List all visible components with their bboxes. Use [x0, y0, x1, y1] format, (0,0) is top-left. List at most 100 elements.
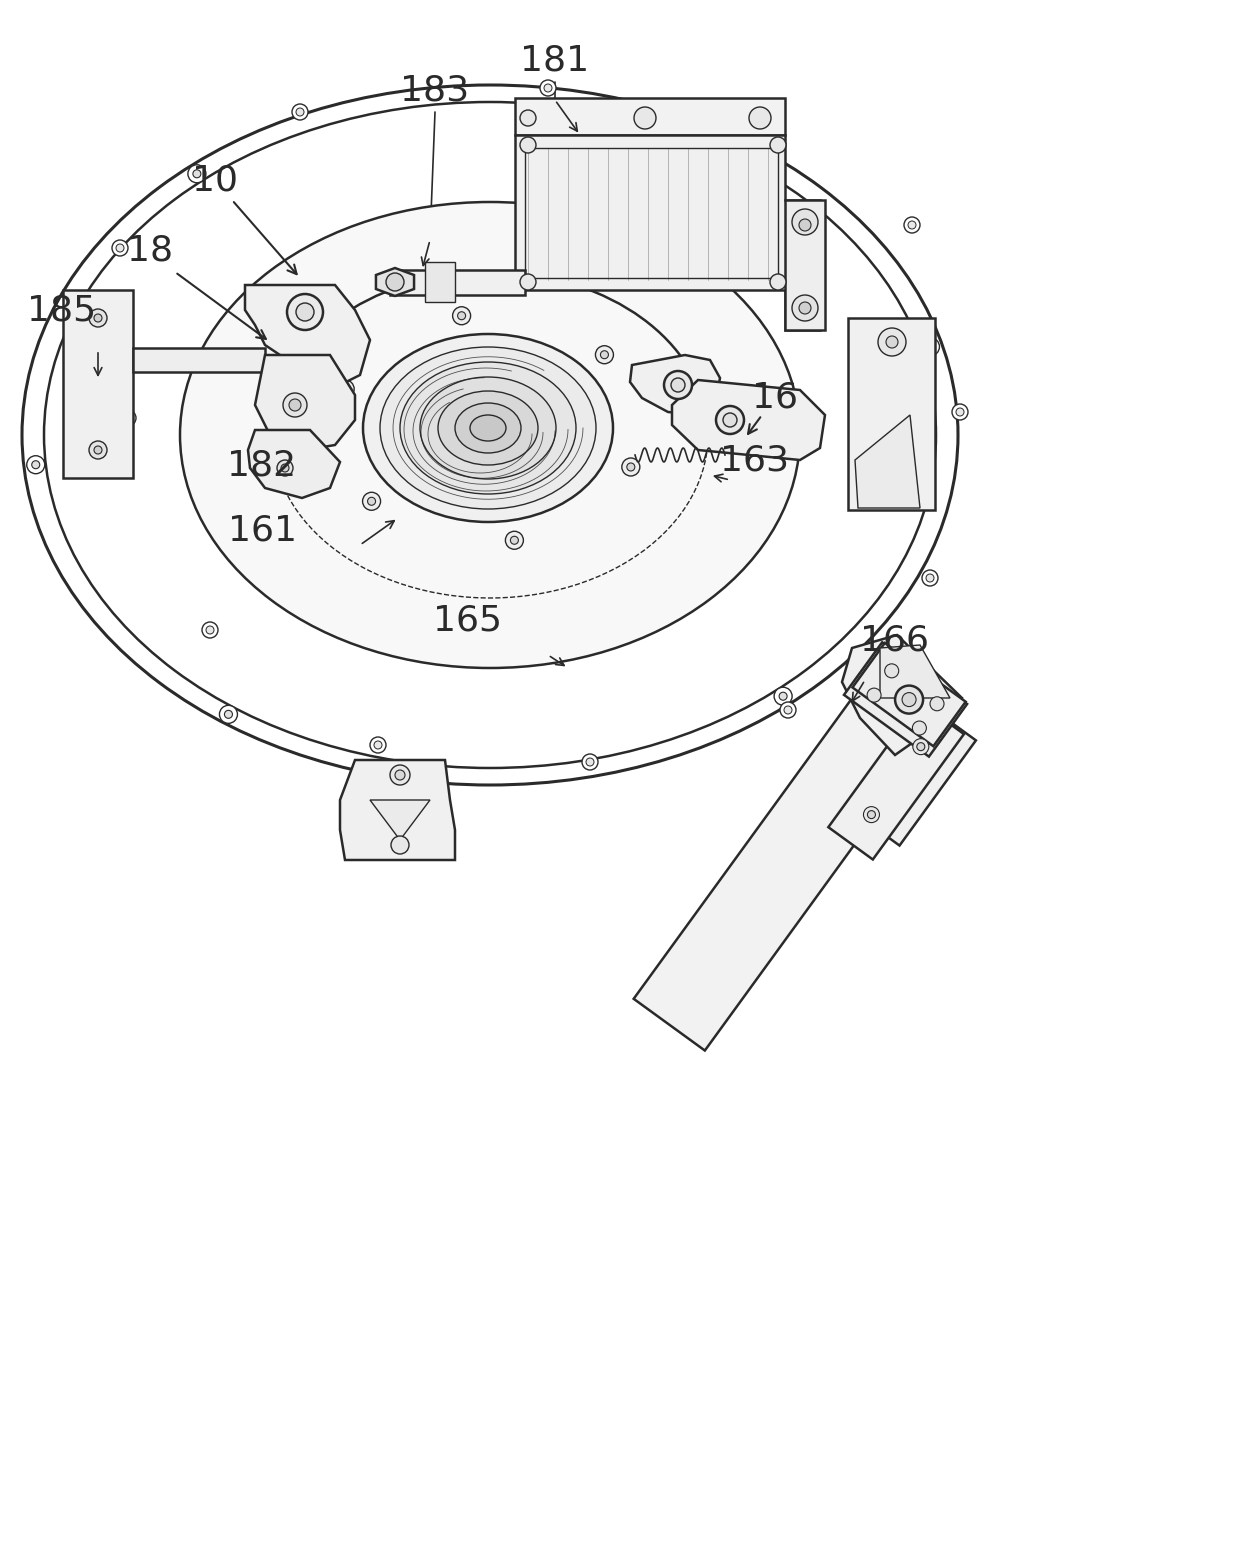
- Text: 166: 166: [861, 624, 930, 657]
- Circle shape: [863, 807, 879, 823]
- Circle shape: [367, 497, 376, 505]
- Ellipse shape: [43, 102, 936, 768]
- Text: 165: 165: [434, 603, 502, 638]
- Circle shape: [884, 664, 899, 679]
- Circle shape: [32, 461, 40, 469]
- Circle shape: [362, 492, 381, 511]
- Circle shape: [926, 343, 935, 351]
- Circle shape: [511, 536, 518, 544]
- Circle shape: [671, 378, 684, 392]
- Circle shape: [799, 302, 811, 313]
- Circle shape: [117, 244, 124, 252]
- Polygon shape: [844, 642, 967, 757]
- Circle shape: [952, 404, 968, 420]
- Circle shape: [370, 736, 386, 754]
- Text: 18: 18: [126, 233, 174, 266]
- Circle shape: [112, 240, 128, 255]
- Circle shape: [663, 371, 692, 400]
- Circle shape: [673, 118, 692, 135]
- Circle shape: [506, 531, 523, 550]
- Circle shape: [219, 705, 237, 724]
- Circle shape: [867, 688, 882, 702]
- Circle shape: [678, 122, 687, 130]
- Circle shape: [904, 216, 920, 233]
- Circle shape: [202, 622, 218, 638]
- Ellipse shape: [455, 403, 521, 453]
- Circle shape: [878, 328, 906, 356]
- Circle shape: [341, 385, 350, 393]
- Circle shape: [281, 464, 289, 472]
- Text: 163: 163: [720, 443, 790, 476]
- Polygon shape: [880, 646, 950, 697]
- Circle shape: [120, 411, 136, 426]
- Text: 10: 10: [192, 163, 238, 197]
- Text: 182: 182: [227, 448, 296, 483]
- Circle shape: [779, 693, 787, 700]
- Circle shape: [374, 741, 382, 749]
- Circle shape: [926, 574, 934, 581]
- Circle shape: [768, 111, 782, 128]
- Circle shape: [336, 381, 355, 398]
- Circle shape: [520, 110, 536, 125]
- Circle shape: [784, 707, 792, 715]
- Ellipse shape: [438, 392, 538, 465]
- Circle shape: [908, 221, 916, 229]
- Polygon shape: [515, 135, 820, 331]
- Circle shape: [780, 702, 796, 718]
- Circle shape: [770, 136, 786, 154]
- Circle shape: [774, 688, 792, 705]
- Circle shape: [621, 458, 640, 476]
- Circle shape: [94, 447, 102, 454]
- Polygon shape: [376, 268, 414, 296]
- Text: 181: 181: [521, 42, 589, 77]
- Circle shape: [627, 462, 635, 472]
- Circle shape: [770, 274, 786, 290]
- Ellipse shape: [180, 202, 800, 668]
- Circle shape: [901, 693, 916, 707]
- Polygon shape: [63, 290, 133, 478]
- Circle shape: [206, 625, 215, 635]
- Ellipse shape: [401, 362, 577, 494]
- Circle shape: [283, 393, 308, 417]
- Circle shape: [124, 414, 131, 422]
- Circle shape: [600, 351, 609, 359]
- Circle shape: [520, 136, 536, 154]
- Circle shape: [587, 758, 594, 766]
- Polygon shape: [248, 429, 340, 498]
- Circle shape: [539, 80, 556, 96]
- Text: 183: 183: [401, 74, 470, 107]
- Text: 161: 161: [227, 512, 296, 547]
- Polygon shape: [848, 318, 935, 509]
- Polygon shape: [255, 356, 355, 450]
- Polygon shape: [391, 270, 525, 295]
- Ellipse shape: [22, 85, 959, 785]
- Circle shape: [89, 440, 107, 459]
- Circle shape: [723, 414, 737, 426]
- Circle shape: [386, 273, 404, 291]
- Circle shape: [27, 456, 45, 473]
- Polygon shape: [246, 285, 370, 385]
- Text: 185: 185: [27, 293, 97, 328]
- Circle shape: [895, 686, 923, 713]
- Circle shape: [956, 407, 963, 415]
- Circle shape: [277, 461, 293, 476]
- Circle shape: [930, 697, 944, 711]
- Circle shape: [792, 208, 818, 235]
- Polygon shape: [515, 99, 785, 135]
- Circle shape: [771, 116, 779, 124]
- Polygon shape: [842, 635, 962, 755]
- Circle shape: [188, 165, 206, 183]
- Circle shape: [286, 295, 322, 331]
- Polygon shape: [847, 702, 976, 846]
- Polygon shape: [785, 201, 825, 331]
- Circle shape: [715, 406, 744, 434]
- Circle shape: [921, 338, 940, 356]
- Circle shape: [296, 108, 304, 116]
- Circle shape: [544, 85, 552, 92]
- Circle shape: [913, 721, 926, 735]
- Circle shape: [582, 754, 598, 769]
- Circle shape: [923, 570, 937, 586]
- Polygon shape: [852, 642, 966, 746]
- Circle shape: [520, 274, 536, 290]
- Circle shape: [887, 335, 898, 348]
